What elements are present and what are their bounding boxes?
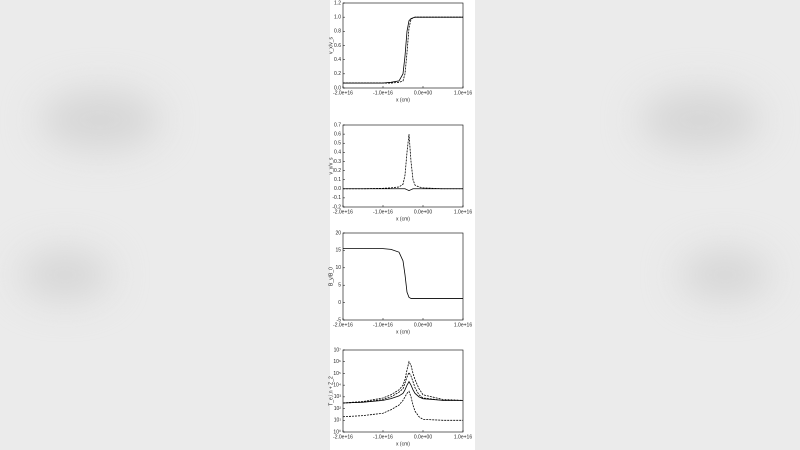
x-tick-label: -1.0e+16 [373,90,393,96]
x-tick-label: -2.0e+16 [333,209,353,215]
x-tick-label: 0.0e+00 [414,322,432,328]
data-line [343,188,463,192]
data-line [342,360,464,404]
plot-frame [342,349,464,433]
y-tick-label: -0.1 [332,195,341,201]
y-tick-label: 10³ [334,394,342,400]
y-tick-label: 20 [335,230,341,236]
data-line [342,371,463,404]
x-axis-label: x (cm) [396,97,410,103]
blur [40,90,160,150]
x-tick-label: 1.0e+16 [454,209,472,215]
x-tick-label: -1.0e+16 [373,322,393,328]
x-tick-label: 1.0e+16 [454,434,472,440]
plot-frame [342,232,464,321]
blur [20,250,110,300]
y-tick-label: 0.4 [334,57,341,63]
y-tick-label: 0.4 [334,150,341,156]
x-tick-label: 0.0e+00 [414,434,432,440]
blur [680,250,770,300]
y-tick-label: 1.0 [334,14,341,20]
y-tick-label: 10 [335,265,341,271]
y-tick-label: -0.2 [332,204,341,210]
x-tick-label: -1.0e+16 [373,434,393,440]
y-tick-label: 0.8 [334,29,341,35]
y-tick-label: 5 [338,283,341,289]
x-tick-label: 0.0e+00 [414,209,432,215]
y-tick-label: 0.2 [334,71,341,77]
y-tick-label: 10¹ [334,418,342,424]
y-tick-label: 10⁴ [333,382,341,388]
x-tick-label: -2.0e+16 [333,322,353,328]
x-tick-label: 1.0e+16 [454,322,472,328]
y-tick-label: 0.1 [334,177,341,183]
data-line [343,248,463,299]
data-line [343,134,463,190]
y-axis-label: v_x/v_s [328,37,334,54]
y-tick-label: 0.6 [334,43,341,49]
x-tick-label: -2.0e+16 [333,90,353,96]
x-tick-label: 1.0e+16 [454,90,472,96]
page [330,0,475,450]
y-tick-label: 15 [335,248,341,254]
x-tick-label: -2.0e+16 [333,434,353,440]
x-tick-label: 0.0e+00 [414,90,432,96]
y-tick-label: 0 [338,300,341,306]
blur [640,90,760,150]
y-tick-label: 10⁷ [334,347,342,353]
y-tick-label: 0.7 [334,122,341,128]
data-line [342,380,463,404]
y-tick-label: 10² [334,406,342,412]
y-tick-label: 10⁶ [333,359,341,365]
y-tick-label: 0.2 [334,168,341,174]
y-tick-label: -5 [337,317,342,323]
x-axis-label: x (cm) [396,216,410,222]
x-tick-label: -1.0e+16 [373,209,393,215]
y-tick-label: 10⁰ [333,429,341,435]
y-tick-label: 0.5 [334,141,341,147]
y-axis-label: B_y/B_0 [328,267,334,286]
x-axis-label: x (cm) [396,441,410,447]
y-tick-label: 0.3 [334,159,341,165]
y-axis-label: v_y/v_s [328,157,334,174]
y-tick-label: 0.0 [334,85,341,91]
data-line [343,16,463,84]
data-line [342,390,463,421]
x-axis-label: x (cm) [396,329,410,335]
plot-frame [342,124,464,208]
y-tick-label: 1.2 [334,0,341,6]
y-tick-label: 0.6 [334,131,341,137]
y-tick-label: 10⁵ [333,371,341,377]
y-axis-label: T_e,i,n + Z_2 [328,376,334,406]
y-tick-label: 0.0 [334,186,341,192]
